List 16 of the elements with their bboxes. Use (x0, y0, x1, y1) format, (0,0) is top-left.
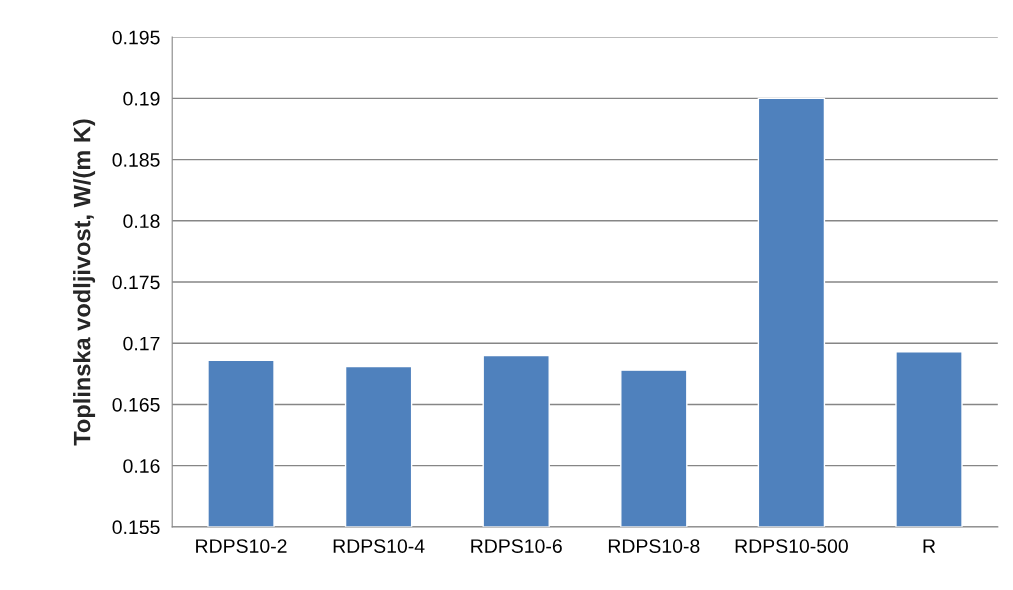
y-axis-title: Toplinska vodljivost, W/(m K) (73, 119, 96, 446)
y-tick-label: 0.155 (112, 520, 160, 535)
y-tick-label: 0.19 (123, 91, 160, 106)
y-tick-label: 0.165 (112, 397, 160, 412)
x-tick-label: R (923, 539, 936, 553)
x-tick-label: RDPS10-4 (333, 539, 425, 553)
y-tick-label: 0.185 (112, 153, 160, 167)
x-tick-label: RDPS10-6 (471, 539, 562, 553)
y-tick-label: 0.17 (123, 336, 160, 351)
x-tick-label: RDPS10-2 (196, 539, 287, 553)
y-tick-label: 0.16 (123, 459, 160, 473)
x-tick-label: RDPS10-500 (735, 539, 848, 553)
y-tick-label: 0.195 (112, 30, 160, 45)
y-tick-label: 0.175 (112, 275, 160, 290)
x-tick-label: RDPS10-8 (608, 539, 700, 553)
y-tick-label: 0.18 (123, 214, 160, 229)
